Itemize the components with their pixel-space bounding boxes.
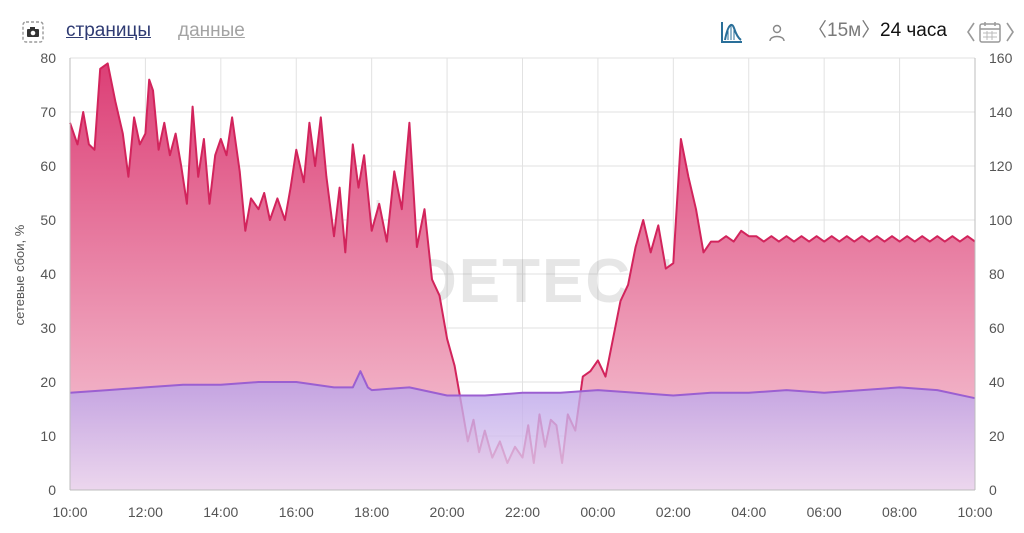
y-tick-left: 50 — [40, 212, 56, 228]
interval-selector[interactable]: 〈15м〉 — [808, 20, 881, 41]
series-layer — [69, 62, 976, 491]
x-tick: 04:00 — [731, 504, 766, 520]
camera-icon[interactable] — [22, 21, 44, 43]
y-tick-right: 160 — [989, 50, 1013, 66]
y-tick-right: 120 — [989, 158, 1013, 174]
y-tick-right: 140 — [989, 104, 1013, 120]
x-tick: 08:00 — [882, 504, 917, 520]
x-tick: 12:00 — [128, 504, 163, 520]
y-tick-left: 40 — [40, 266, 56, 282]
x-tick: 06:00 — [807, 504, 842, 520]
y-tick-right: 40 — [989, 374, 1005, 390]
y-tick-left: 60 — [40, 158, 56, 174]
x-tick: 02:00 — [656, 504, 691, 520]
y-tick-right: 60 — [989, 320, 1005, 336]
x-tick: 10:00 — [52, 504, 87, 520]
x-tick: 14:00 — [203, 504, 238, 520]
x-tick: 10:00 — [957, 504, 992, 520]
y-tick-left: 70 — [40, 104, 56, 120]
calendar-icon[interactable] — [966, 20, 1016, 44]
user-icon[interactable] — [768, 24, 786, 42]
y-tick-right: 20 — [989, 428, 1005, 444]
x-tick: 16:00 — [279, 504, 314, 520]
x-tick: 22:00 — [505, 504, 540, 520]
tab-pages[interactable]: страницы — [66, 20, 151, 41]
y-tick-left: 0 — [48, 482, 56, 498]
y-tick-right: 0 — [989, 482, 997, 498]
y-tick-right: 80 — [989, 266, 1005, 282]
y-tick-left: 80 — [40, 50, 56, 66]
series-line-2 — [69, 370, 976, 400]
x-tick: 18:00 — [354, 504, 389, 520]
y-tick-left: 10 — [40, 428, 56, 444]
x-tick: 20:00 — [430, 504, 465, 520]
series-area-2 — [70, 371, 975, 490]
tab-data[interactable]: данные — [178, 20, 245, 41]
toolbar: страницы данные 〈15м〉 24 часа — [0, 0, 1024, 62]
x-tick: 00:00 — [580, 504, 615, 520]
chart-type-icon[interactable] — [720, 20, 744, 44]
period-selector[interactable]: 24 часа — [880, 20, 947, 41]
y-tick-left: 30 — [40, 320, 56, 336]
y-axis-label: сетевые сбои, % — [12, 224, 27, 325]
y-tick-left: 20 — [40, 374, 56, 390]
y-tick-right: 100 — [989, 212, 1013, 228]
axes: 0 10 20 30 40 50 60 70 80 0 20 40 60 80 100 120 140 160 10… — [40, 50, 1013, 520]
